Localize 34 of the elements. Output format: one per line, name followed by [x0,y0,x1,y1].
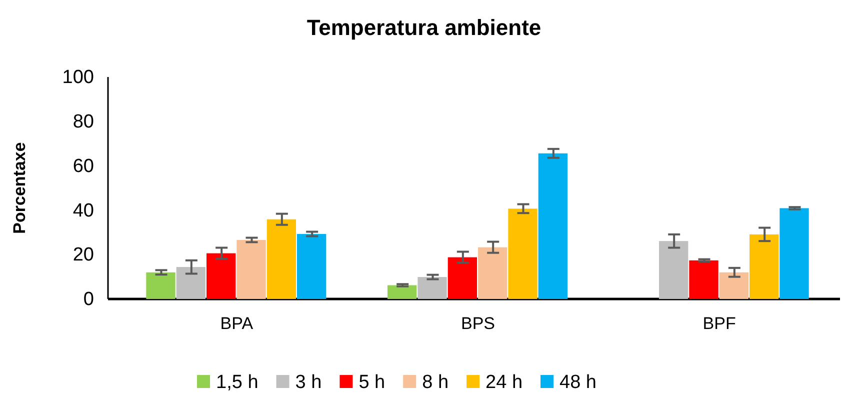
y-tick-label: 60 [72,156,94,177]
legend-label: 1,5 h [216,372,258,393]
bar [236,240,266,299]
legend-label: 3 h [295,372,322,393]
bar [478,247,508,299]
y-tick-label: 100 [62,67,94,88]
bar [206,253,236,299]
legend-label: 48 h [560,372,596,393]
chart-title: Temperatura ambiente [306,15,542,40]
legend-label: 24 h [486,372,523,393]
bar [176,267,206,299]
bar [146,272,176,299]
x-tick-label: BPA [220,314,254,334]
x-tick-label: BPS [460,314,496,334]
bar [297,234,326,299]
y-tick-label: 20 [72,244,94,266]
bar [448,257,477,299]
bar [538,153,568,299]
y-axis-title: Porcentaxe [10,142,29,234]
legend-label: 5 h [358,372,386,393]
bar [659,241,688,299]
legend-label: 8 h [422,372,449,393]
y-tick-label: 40 [72,200,94,222]
bar [508,208,538,299]
bar [388,285,417,299]
bar [719,272,748,299]
bar [418,277,447,299]
bar [689,260,718,299]
bar [780,208,809,299]
x-tick-label: BPF [702,314,736,334]
bar [266,219,296,299]
y-tick-label: 80 [72,111,94,132]
bar [750,234,779,299]
y-tick-label: 0 [83,289,94,310]
